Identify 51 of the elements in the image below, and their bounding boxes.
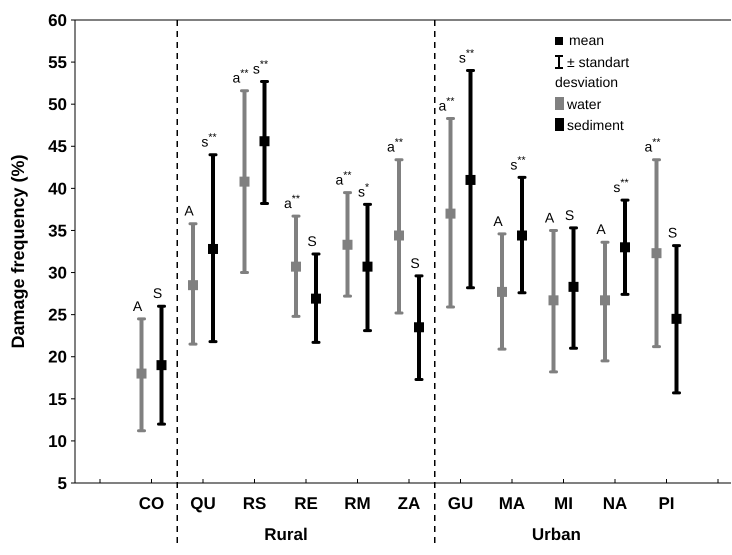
y-tick-label: 25	[48, 306, 67, 325]
y-tick-label: 60	[48, 10, 67, 30]
annotation: A	[493, 212, 504, 229]
annotation: A	[132, 298, 143, 314]
y-axis-title: Damage frequency (%)	[8, 154, 28, 349]
y-tick-label: 55	[48, 53, 67, 72]
annotation: A	[544, 209, 555, 226]
y-tick-label: 15	[48, 390, 67, 409]
annotation: S	[410, 254, 420, 271]
x-tick-label: ZA	[398, 494, 420, 513]
annotation: mean	[569, 32, 604, 48]
x-tick-label: GU	[448, 494, 474, 513]
x-tick-label: NA	[602, 494, 628, 513]
annotation: A	[596, 221, 606, 238]
x-tick-label: PI	[658, 494, 675, 513]
text: Rural	[264, 525, 308, 544]
annotation: A	[184, 202, 194, 219]
legend-label: water	[566, 96, 602, 112]
x-tick-label: QU	[190, 494, 216, 513]
annotation: a$^{**}$	[336, 170, 352, 188]
text: Urban	[532, 525, 581, 544]
y-tick-label: 10	[48, 432, 67, 451]
annotation: a$^{**}$	[644, 136, 660, 155]
y-tick-label: 35	[48, 221, 67, 240]
x-tick-label: RS	[242, 494, 266, 513]
annotation: s$^{*}$	[358, 181, 370, 200]
annotation: S	[668, 224, 678, 241]
y-tick-label: 5	[58, 474, 67, 493]
x-tick-label: MI	[554, 494, 573, 513]
annotation: s$^{**}$	[252, 58, 268, 76]
x-tick-label: RM	[344, 494, 371, 513]
annotation: S	[307, 233, 317, 250]
annotation: s$^{**}$	[201, 132, 217, 150]
y-tick-label: 45	[48, 137, 67, 156]
annotation: S	[152, 285, 162, 302]
y-tick-label: 40	[48, 179, 67, 198]
annotation: a$^{**}$	[438, 95, 454, 114]
y-tick-label: 50	[48, 95, 67, 114]
y-tick-label: 20	[48, 348, 67, 367]
annotation: a$^{**}$	[387, 136, 403, 155]
annotation: s$^{**}$	[458, 48, 474, 66]
x-tick-label: CO	[138, 494, 164, 513]
annotation: a$^{**}$	[284, 193, 300, 212]
annotation: s$^{**}$	[510, 154, 526, 172]
y-tick-label: 30	[48, 263, 67, 282]
annotation: a$^{**}$	[232, 68, 248, 86]
annotation: s$^{**}$	[613, 177, 629, 196]
annotation: S	[564, 206, 574, 223]
x-tick-label: RE	[294, 494, 318, 513]
x-tick-label: MA	[498, 494, 526, 513]
legend-label: sediment	[567, 117, 624, 133]
